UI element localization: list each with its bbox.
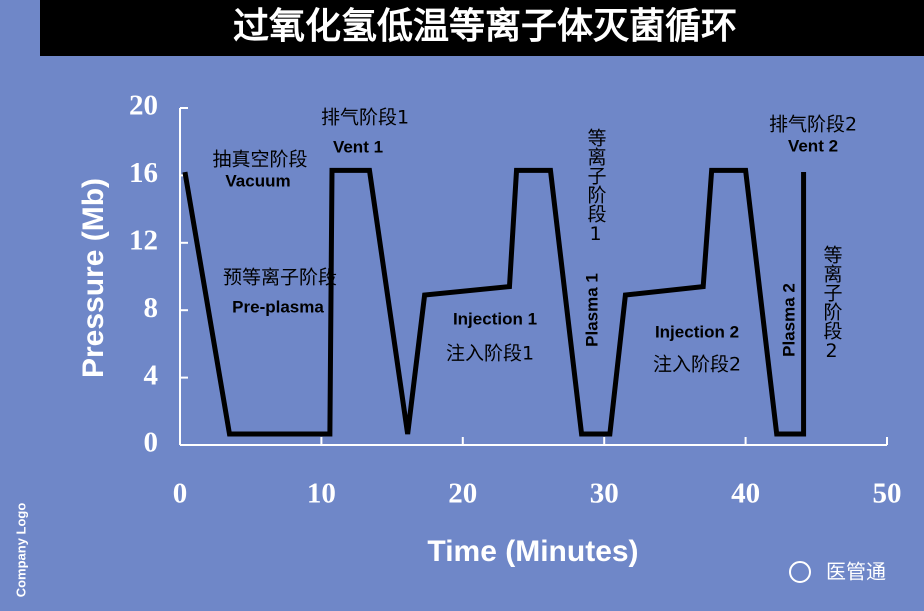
company-logo: Company Logo bbox=[13, 503, 28, 598]
annotation: Injection 1 bbox=[453, 309, 537, 328]
annotation: Plasma 1 bbox=[582, 273, 601, 347]
x-axis-label: Time (Minutes) bbox=[427, 535, 638, 568]
chart-title: 过氧化氢低温等离子体灭菌循环 bbox=[233, 5, 737, 47]
y-tick-label: 12 bbox=[129, 224, 158, 256]
annotation: 排气阶段2 bbox=[769, 114, 857, 136]
y-axis-label: Pressure (Mb) bbox=[77, 178, 110, 378]
x-tick-label: 30 bbox=[590, 478, 619, 510]
annotation: 等离子阶段2 bbox=[821, 245, 843, 362]
annotation: Vacuum bbox=[225, 171, 290, 190]
annotation: 等离子阶段1 bbox=[585, 128, 607, 245]
annotation: 预等离子阶段 bbox=[223, 267, 337, 289]
x-tick-label: 40 bbox=[731, 478, 760, 510]
title-band bbox=[40, 0, 924, 56]
watermark: 医管通 bbox=[826, 560, 886, 584]
y-tick-label: 20 bbox=[129, 90, 158, 122]
annotation: 排气阶段1 bbox=[321, 107, 409, 129]
annotation: Injection 2 bbox=[655, 322, 739, 341]
pressure-line bbox=[182, 167, 807, 437]
x-tick-label: 50 bbox=[873, 478, 902, 510]
x-tick-label: 20 bbox=[448, 478, 477, 510]
annotation: Vent 2 bbox=[788, 136, 838, 155]
annotation: 注入阶段2 bbox=[653, 354, 741, 376]
y-tick-label: 0 bbox=[144, 427, 159, 459]
annotation: 注入阶段1 bbox=[446, 343, 534, 365]
watermark-icon bbox=[789, 561, 811, 583]
annotation: Plasma 2 bbox=[779, 283, 798, 357]
annotation: 抽真空阶段 bbox=[212, 149, 307, 171]
annotation: Vent 1 bbox=[333, 137, 383, 156]
y-tick-label: 16 bbox=[129, 157, 158, 189]
x-tick-label: 10 bbox=[307, 478, 336, 510]
x-tick-label: 0 bbox=[173, 478, 188, 510]
y-tick-label: 4 bbox=[144, 359, 159, 391]
annotation: Pre-plasma bbox=[232, 297, 324, 316]
y-tick-label: 8 bbox=[144, 292, 159, 324]
